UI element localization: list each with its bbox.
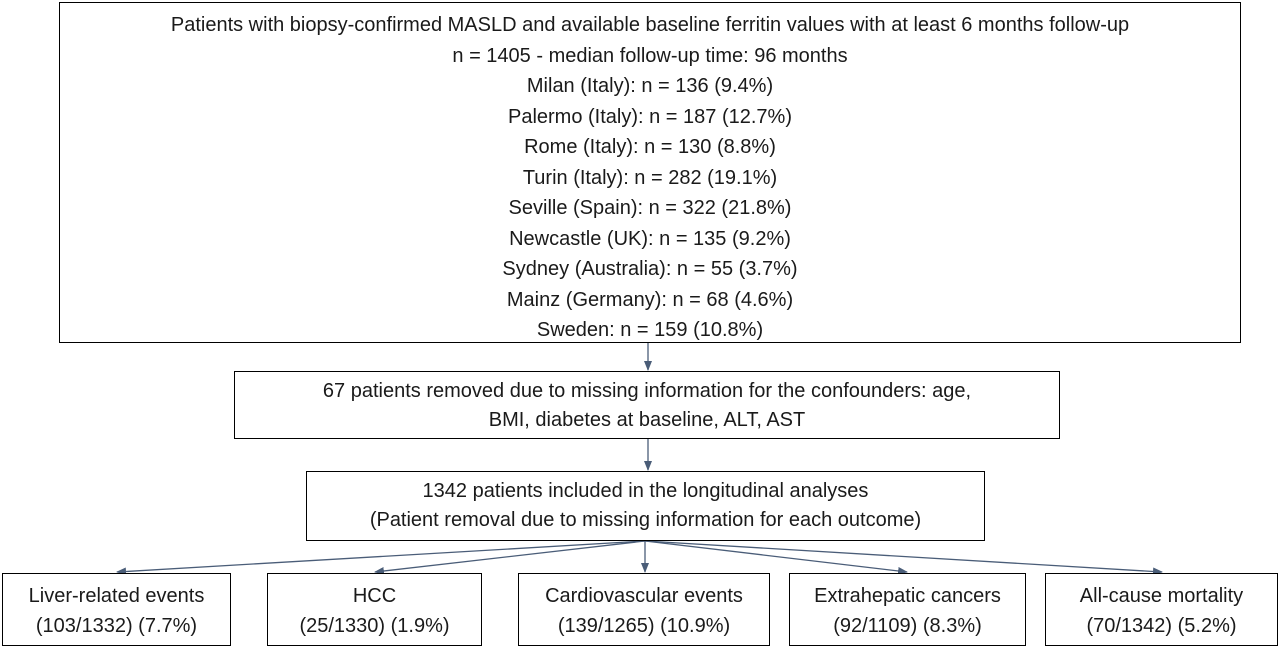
removed-line-2: BMI, diabetes at baseline, ALT, AST: [488, 409, 806, 431]
included-line-2: (Patient removal due to missing informat…: [369, 509, 922, 531]
arrow-to-outcome-hcc: [374, 540, 646, 575]
outcome-box-extrahepatic-cancers: Extrahepatic cancers (92/1109) (8.3%): [789, 573, 1026, 646]
outcome-title: All-cause mortality: [1079, 585, 1244, 607]
outcome-count: (92/1109) (8.3%): [833, 615, 982, 637]
outcome-count: (70/1342) (5.2%): [1086, 615, 1237, 637]
outcome-box-hcc: HCC (25/1330) (1.9%): [267, 573, 482, 646]
cohort-site-mainz: Mainz (Germany): n = 68 (4.6%): [506, 288, 794, 311]
outcome-title: Extrahepatic cancers: [814, 585, 1001, 607]
included-line-1: 1342 patients included in the longitudin…: [422, 480, 869, 502]
removed-patients-box: 67 patients removed due to missing infor…: [234, 371, 1060, 439]
outcome-title: Liver-related events: [28, 585, 205, 607]
outcome-box-liver-related: Liver-related events (103/1332) (7.7%): [2, 573, 231, 646]
outcome-count: (25/1330) (1.9%): [299, 615, 450, 637]
cohort-site-sweden: Sweden: n = 159 (10.8%): [536, 319, 764, 341]
cohort-site-seville: Seville (Spain): n = 322 (21.8%): [508, 197, 792, 219]
cohort-site-palermo: Palermo (Italy): n = 187 (12.7%): [507, 105, 792, 128]
cohort-site-newcastle: Newcastle (UK): n = 135 (9.2%): [509, 227, 791, 250]
outcome-box-cardiovascular: Cardiovascular events (139/1265) (10.9%): [518, 573, 770, 646]
cohort-total: n = 1405 - median follow-up time: 96 mon…: [452, 44, 848, 67]
removed-line-1: 67 patients removed due to missing infor…: [322, 380, 972, 402]
outcome-title: Cardiovascular events: [545, 585, 743, 607]
outcome-box-all-cause-mortality: All-cause mortality (70/1342) (5.2%): [1045, 573, 1278, 646]
cohort-site-sydney: Sydney (Australia): n = 55 (3.7%): [502, 258, 798, 280]
outcome-count: (103/1332) (7.7%): [35, 615, 198, 637]
arrow-to-outcome-extrahepatic: [644, 540, 908, 575]
cohort-site-turin: Turin (Italy): n = 282 (19.1%): [522, 166, 778, 189]
arrow-to-outcome-liver: [116, 540, 646, 576]
included-patients-box: 1342 patients included in the longitudin…: [306, 471, 985, 541]
cohort-box: Patients with biopsy-confirmed MASLD and…: [59, 2, 1241, 343]
arrow-to-outcome-mortality: [644, 540, 1163, 576]
cohort-site-milan: Milan (Italy): n = 136 (9.4%): [526, 75, 774, 97]
cohort-title: Patients with biopsy-confirmed MASLD and…: [170, 14, 1130, 36]
outcome-count: (139/1265) (10.9%): [557, 615, 731, 637]
cohort-site-rome: Rome (Italy): n = 130 (8.8%): [524, 136, 776, 158]
outcome-title: HCC: [352, 585, 397, 607]
